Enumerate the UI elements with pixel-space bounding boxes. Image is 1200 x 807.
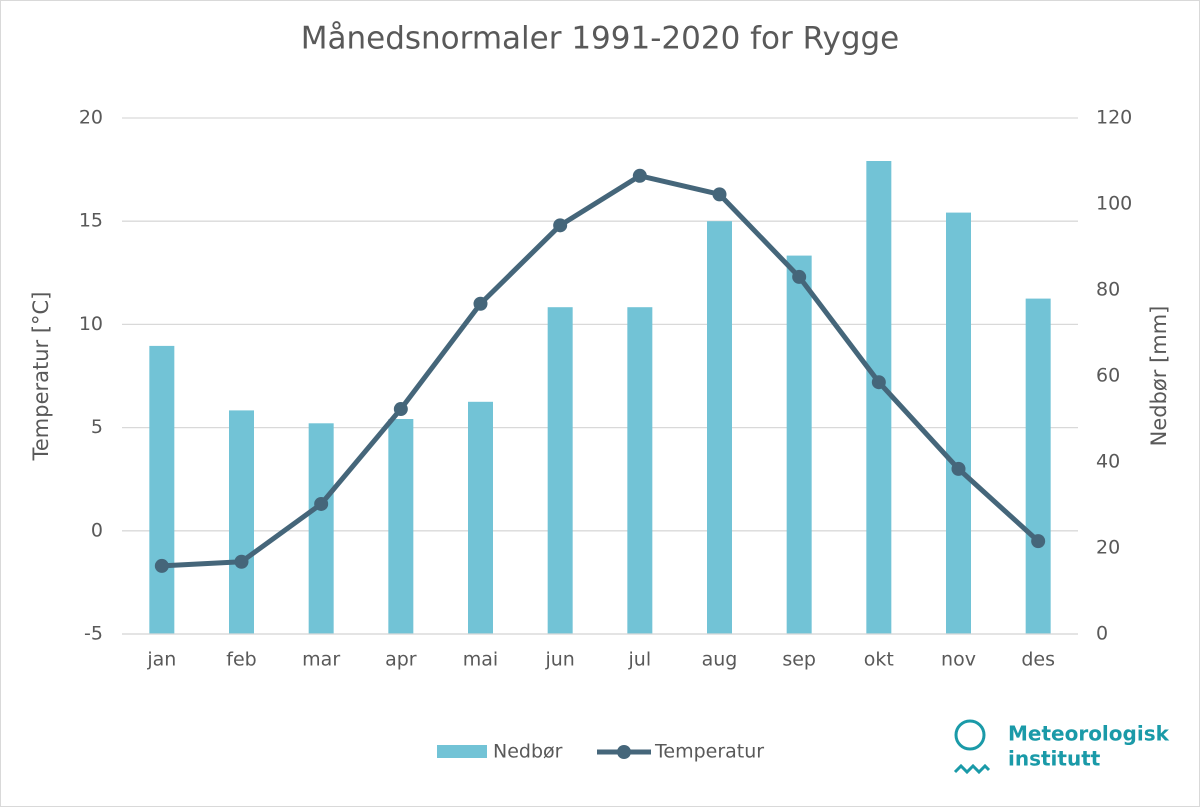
logo-text: Meteorologisk bbox=[1008, 722, 1170, 746]
marker bbox=[234, 554, 249, 569]
marker bbox=[632, 168, 647, 183]
bar bbox=[229, 410, 254, 634]
bar bbox=[149, 345, 175, 634]
marker bbox=[712, 187, 727, 202]
bar bbox=[1025, 298, 1051, 634]
bar bbox=[547, 307, 573, 634]
y-tick-label: -5 bbox=[84, 623, 103, 645]
marker bbox=[154, 558, 169, 573]
marker bbox=[1031, 534, 1046, 549]
bar bbox=[866, 161, 892, 634]
marker bbox=[553, 218, 568, 233]
x-tick-label: feb bbox=[226, 649, 256, 671]
x-tick-label: okt bbox=[864, 649, 894, 671]
bar bbox=[308, 423, 334, 634]
chart-title: Månedsnormaler 1991-2020 for Rygge bbox=[301, 21, 900, 57]
x-tick-label: mar bbox=[302, 649, 340, 671]
y-tick-label: 5 bbox=[91, 416, 103, 438]
legend-swatch bbox=[437, 745, 487, 758]
y2-tick-label: 0 bbox=[1096, 623, 1108, 645]
logo: Meteorologisk institutt bbox=[953, 719, 1170, 775]
bar bbox=[707, 221, 732, 634]
logo-circle bbox=[954, 719, 986, 751]
y2-tick-label: 20 bbox=[1096, 537, 1120, 559]
marker bbox=[871, 375, 886, 390]
bar bbox=[786, 255, 812, 634]
y-tick-label: 10 bbox=[79, 313, 103, 335]
marker bbox=[393, 402, 408, 417]
y-tick-label: 0 bbox=[91, 519, 103, 541]
x-tick-label: jan bbox=[146, 649, 176, 671]
x-tick-label: jun bbox=[544, 649, 574, 671]
bar bbox=[946, 212, 971, 634]
marker bbox=[473, 296, 488, 311]
legend-label: Nedbør bbox=[493, 741, 563, 763]
y2-tick-label: 40 bbox=[1096, 451, 1120, 473]
marker bbox=[792, 269, 807, 284]
marker bbox=[314, 496, 329, 511]
legend-label: Temperatur bbox=[654, 741, 764, 763]
line bbox=[161, 173, 1040, 569]
x-tick-label: sep bbox=[782, 649, 816, 671]
bar bbox=[388, 419, 414, 634]
y-axis-label: Temperatur [°C] bbox=[29, 292, 53, 462]
logo-wave bbox=[953, 763, 991, 775]
x-tick-label: nov bbox=[941, 649, 976, 671]
marker bbox=[951, 461, 966, 476]
x-tick-label: apr bbox=[385, 649, 417, 671]
y-tick-label: 20 bbox=[79, 107, 103, 129]
legend-marker bbox=[617, 745, 631, 759]
bar bbox=[627, 307, 653, 634]
bar bbox=[468, 401, 493, 634]
y2-tick-label: 100 bbox=[1096, 193, 1132, 215]
y2-tick-label: 60 bbox=[1096, 365, 1120, 387]
x-tick-label: jul bbox=[628, 649, 652, 671]
x-tick-label: aug bbox=[702, 649, 738, 671]
x-tick-label: mai bbox=[463, 649, 498, 671]
y2-axis-label: Nedbør [mm] bbox=[1147, 306, 1171, 447]
logo-text: institutt bbox=[1008, 747, 1101, 771]
y2-tick-label: 120 bbox=[1096, 107, 1132, 129]
y2-tick-label: 80 bbox=[1096, 279, 1120, 301]
x-tick-label: des bbox=[1021, 649, 1055, 671]
y-tick-label: 15 bbox=[79, 210, 103, 232]
